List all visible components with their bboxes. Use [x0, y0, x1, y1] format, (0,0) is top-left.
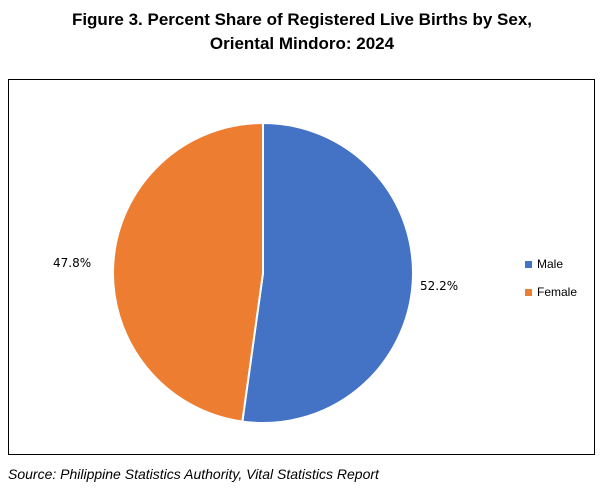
legend-swatch-female — [525, 288, 532, 296]
slice-label-female: 47.8% — [53, 256, 92, 270]
pie-slice-female — [112, 121, 264, 423]
legend-label-female: Female — [537, 285, 578, 299]
chart-title-line1: Figure 3. Percent Share of Registered Li… — [71, 10, 533, 29]
chart-frame — [8, 79, 595, 455]
legend-item-male: Male — [525, 250, 577, 278]
source-note: Source: Philippine Statistics Authority,… — [8, 466, 379, 482]
legend-swatch-male — [525, 260, 532, 268]
chart-legend: Male Female — [525, 250, 577, 306]
chart-title-line2: Oriental Mindoro: 2024 — [209, 34, 395, 53]
pie-slice-male — [241, 121, 414, 424]
slice-label-male: 52.2% — [420, 279, 459, 293]
chart-title: Figure 3. Percent Share of Registered Li… — [0, 8, 604, 56]
legend-item-female: Female — [525, 278, 577, 306]
legend-label-male: Male — [537, 257, 564, 271]
